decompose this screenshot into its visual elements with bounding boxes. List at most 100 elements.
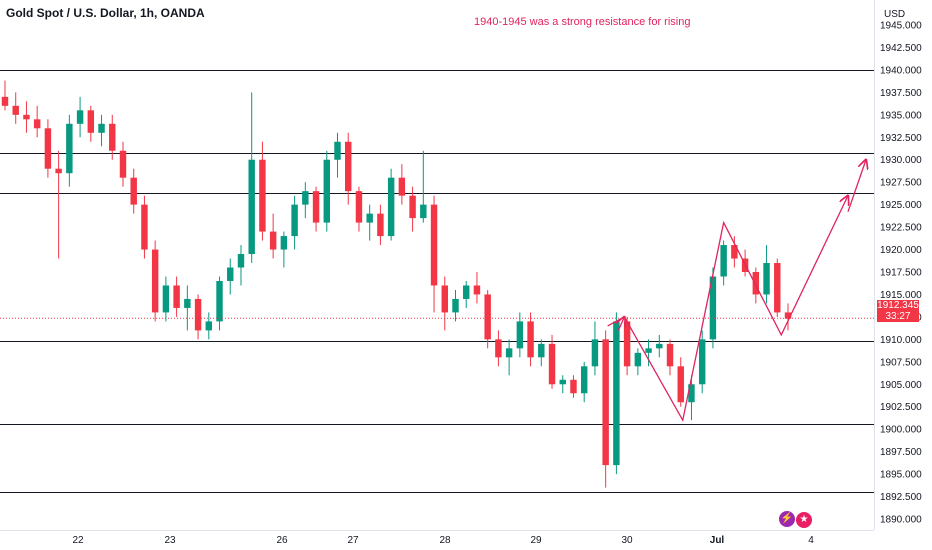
y-tick-label-14: 1910.000 xyxy=(880,335,922,346)
candle-body xyxy=(355,191,363,223)
projection-target-arrow[interactable] xyxy=(847,160,866,212)
candle-body xyxy=(677,366,684,403)
candle-18 xyxy=(194,294,202,340)
candle-60 xyxy=(645,339,652,367)
candle-22 xyxy=(237,245,245,286)
candle-body xyxy=(720,245,727,277)
candle-17 xyxy=(184,285,191,331)
candle-20 xyxy=(216,276,223,331)
candle-64 xyxy=(688,375,695,421)
candle-body xyxy=(269,231,277,250)
candle-body xyxy=(441,285,448,313)
countdown-label: 33:27 xyxy=(885,311,911,322)
candle-body xyxy=(602,339,609,466)
candle-71 xyxy=(763,245,770,304)
y-tick-label-0: 1945.000 xyxy=(880,21,922,32)
candle-body xyxy=(409,195,416,219)
candle-body xyxy=(194,298,202,331)
candle-14 xyxy=(151,240,159,322)
candle-body xyxy=(613,321,620,466)
candle-body xyxy=(237,254,245,268)
candle-body xyxy=(291,204,298,237)
candle-38 xyxy=(409,186,416,232)
x-tick-label-7: Jul xyxy=(710,535,725,546)
candle-body xyxy=(784,312,792,319)
candle-body xyxy=(87,110,95,133)
candle-30 xyxy=(323,150,330,232)
candle-8 xyxy=(87,105,95,142)
y-tick-label-12: 1915.000 xyxy=(880,290,922,301)
candle-body xyxy=(280,236,288,250)
time-axis[interactable]: 22 23 26 27 28 29 30 Jul 4 xyxy=(72,535,814,546)
candle-48 xyxy=(516,312,524,358)
candle-41 xyxy=(441,276,448,331)
candle-body xyxy=(698,339,706,385)
currency-label[interactable]: USD xyxy=(884,9,906,20)
candle-31 xyxy=(334,132,341,178)
candle-body xyxy=(591,339,599,367)
candle-body xyxy=(302,191,309,205)
candle-27 xyxy=(291,195,298,250)
candle-body xyxy=(774,263,781,313)
candle-56 xyxy=(602,330,609,488)
y-tick-label-4: 1935.000 xyxy=(880,110,922,121)
y-tick-label-18: 1900.000 xyxy=(880,425,922,436)
candle-66 xyxy=(709,267,717,349)
candle-body xyxy=(548,343,556,385)
y-tick-label-10: 1920.000 xyxy=(880,245,922,256)
candle-body xyxy=(527,321,534,358)
candle-10 xyxy=(109,114,116,160)
y-tick-label-7: 1927.500 xyxy=(880,178,922,189)
candle-72 xyxy=(774,258,781,317)
candle-body xyxy=(323,159,330,223)
candle-body xyxy=(763,263,770,295)
candle-body xyxy=(645,348,652,353)
candle-body xyxy=(23,114,30,120)
candle-45 xyxy=(484,289,491,349)
candle-body xyxy=(495,339,502,358)
candle-33 xyxy=(355,186,363,232)
candle-body xyxy=(98,123,105,133)
candle-5 xyxy=(55,150,62,259)
candle-19 xyxy=(205,312,213,340)
candle-52 xyxy=(559,375,566,394)
candle-body xyxy=(205,321,213,331)
candle-body xyxy=(151,249,159,313)
candle-21 xyxy=(227,258,234,295)
projection-zigzag-arrow[interactable] xyxy=(607,196,848,423)
us-flag-icon[interactable]: ★ xyxy=(795,511,813,529)
y-tick-label-2: 1940.000 xyxy=(880,65,922,76)
candle-body xyxy=(666,343,674,367)
lightning-icon[interactable]: ⚡ xyxy=(779,511,795,527)
candle-body xyxy=(377,213,384,237)
candle-39 xyxy=(420,150,427,223)
candle-42 xyxy=(452,289,459,322)
candle-50 xyxy=(538,339,545,367)
price-axis[interactable]: 1945.000 1942.500 1940.000 1937.500 1935.000… xyxy=(880,21,922,526)
y-tick-label-8: 1925.000 xyxy=(880,200,922,211)
candle-body xyxy=(76,110,84,124)
candle-body xyxy=(484,294,491,340)
candle-47 xyxy=(505,339,513,376)
candle-35 xyxy=(377,204,384,246)
candle-body xyxy=(420,204,427,219)
candle-67 xyxy=(720,240,727,286)
candle-body xyxy=(505,348,513,358)
resistance-annotation[interactable]: 1940-1945 was a strong resistance for ri… xyxy=(474,16,691,28)
y-tick-label-1: 1942.500 xyxy=(880,43,922,54)
candle-body xyxy=(709,276,717,340)
candle-1 xyxy=(12,92,19,124)
candle-body xyxy=(731,245,738,259)
projection-small-arrow[interactable] xyxy=(618,317,624,331)
candle-body xyxy=(656,343,663,349)
candle-body xyxy=(580,366,588,394)
price-label: 1912.345 xyxy=(877,300,919,311)
candle-body xyxy=(398,177,406,196)
candle-65 xyxy=(698,330,706,394)
tradingview-icons[interactable]: ⚡ ★ xyxy=(779,510,813,529)
candle-13 xyxy=(141,195,148,259)
candle-37 xyxy=(398,164,406,205)
candle-body xyxy=(452,298,459,313)
candle-body xyxy=(387,177,395,237)
